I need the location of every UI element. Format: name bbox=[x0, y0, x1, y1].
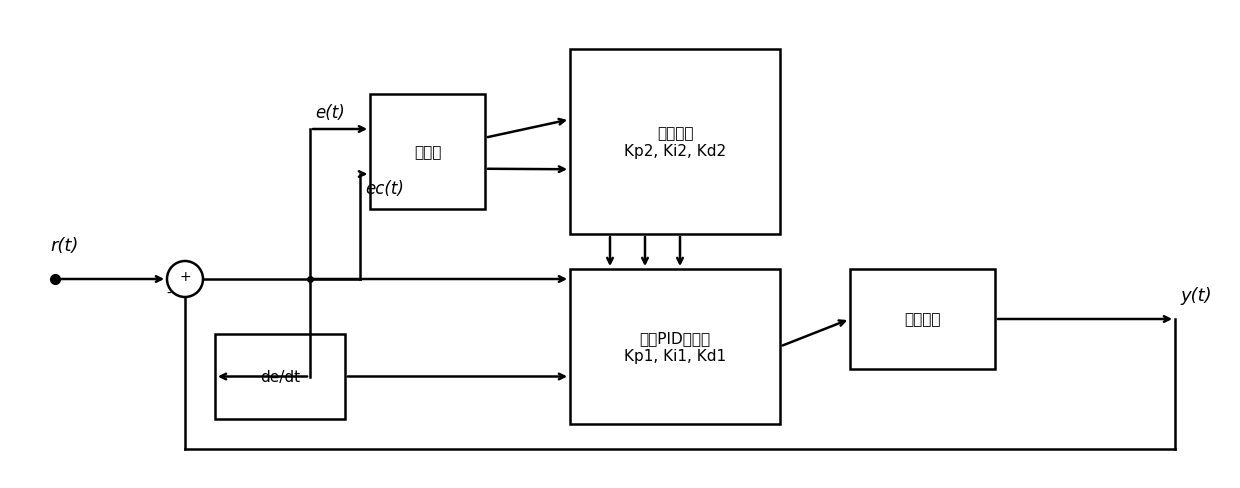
Text: 模糊化: 模糊化 bbox=[414, 145, 441, 160]
Text: e(t): e(t) bbox=[315, 104, 345, 122]
Bar bbox=[570, 50, 780, 235]
Text: y(t): y(t) bbox=[1180, 286, 1211, 305]
Text: 模糊推理
Kp2, Ki2, Kd2: 模糊推理 Kp2, Ki2, Kd2 bbox=[624, 126, 727, 159]
Text: r(t): r(t) bbox=[50, 237, 78, 254]
Text: ec(t): ec(t) bbox=[365, 180, 404, 198]
Text: 被控对象: 被控对象 bbox=[904, 312, 941, 327]
Bar bbox=[570, 269, 780, 424]
Text: +: + bbox=[180, 269, 191, 284]
Text: -: - bbox=[166, 286, 171, 301]
Text: 常规PID调节器
Kp1, Ki1, Kd1: 常规PID调节器 Kp1, Ki1, Kd1 bbox=[624, 331, 727, 363]
Circle shape bbox=[167, 262, 203, 297]
Bar bbox=[849, 269, 994, 369]
Text: de/dt: de/dt bbox=[260, 369, 300, 384]
Bar bbox=[215, 334, 345, 419]
Bar bbox=[370, 95, 485, 209]
